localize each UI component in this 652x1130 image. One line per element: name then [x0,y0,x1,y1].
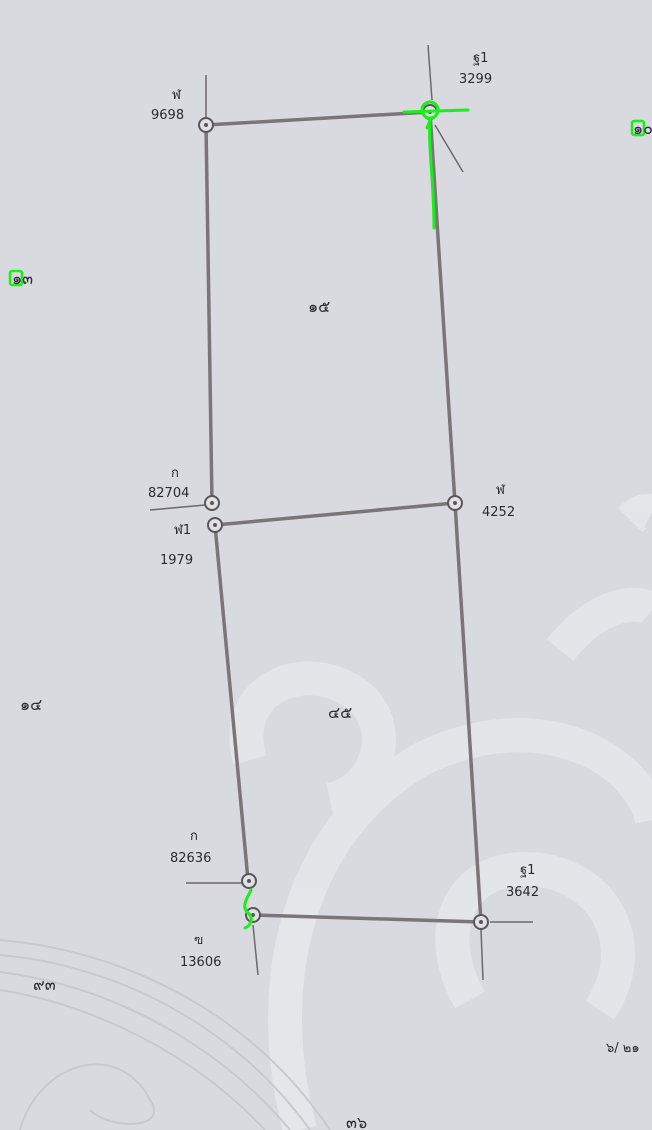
label-w-lower-letter: ฬ1 [174,523,191,538]
neighbour-bottom-center: ๓๖ [346,1113,367,1130]
label-sw-lower-number: 13606 [180,955,221,970]
parcel-area-south: ๔๕ [328,703,352,722]
seal-ornament [0,939,331,1130]
green-annotation [243,100,470,930]
green-dots [8,119,646,287]
label-nw-letter: ฬ [172,88,182,103]
label-se-number: 3642 [506,885,539,900]
label-ne-number: 3299 [459,72,492,87]
watermark [229,494,652,1130]
label-e-middle-letter: ฬ [496,483,506,498]
boundary-markers [198,104,489,930]
boundary-extensions [149,44,533,981]
label-sw-upper-letter: ก [190,829,198,844]
label-ne-letter: ฐ1 [473,51,488,66]
neighbour-left-middle: ๑๔ [20,695,42,714]
label-sw-lower-letter: ฃ [194,933,203,948]
label-se-letter: ฐ1 [520,863,535,878]
neighbour-bottom-right: ๖/ ๒๑ [606,1041,640,1056]
parcel-area-north: ๑๕ [308,297,330,316]
label-w-upper-letter: ก [171,466,179,481]
label-nw-number: 9698 [151,108,184,123]
neighbour-left-lower: ๙๓ [33,975,56,994]
neighbour-left-upper: ๑๓ [12,269,33,288]
label-w-lower-number: 1979 [160,553,193,568]
neighbour-right-top: ๑๐ [633,119,652,138]
label-e-middle-number: 4252 [482,505,515,520]
parcel-boundaries [204,110,483,924]
label-sw-upper-number: 82636 [170,851,211,866]
label-w-upper-number: 82704 [148,486,189,501]
